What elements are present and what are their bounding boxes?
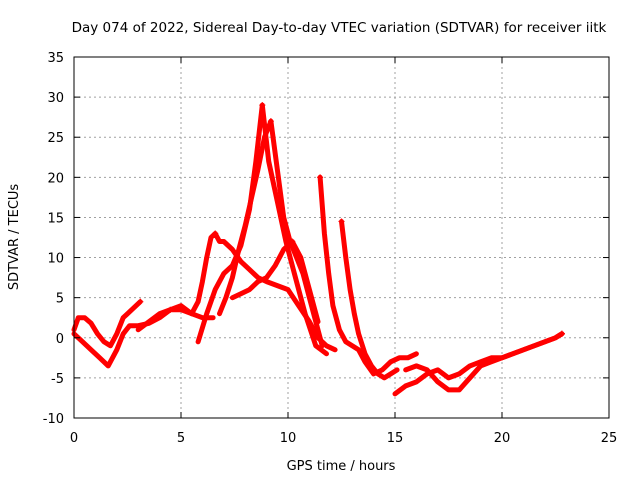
x-tick-label: 15 [387, 431, 404, 446]
x-tick-label: 25 [601, 431, 618, 446]
y-tick-label: -5 [51, 372, 64, 387]
point-marker [338, 218, 345, 225]
point-marker [259, 102, 266, 109]
series-line-trace-3 [135, 231, 338, 353]
y-tick-label: 15 [47, 211, 64, 226]
series-line-trace-7 [317, 174, 419, 377]
series-line-trace-4 [195, 102, 329, 357]
series-layer [71, 102, 565, 397]
series-line-trace-1 [71, 299, 143, 349]
point-marker [289, 238, 296, 245]
point-marker [267, 118, 274, 125]
x-tick-label: 5 [177, 431, 185, 446]
point-marker [212, 230, 219, 237]
series-line-trace-6 [229, 239, 321, 325]
y-tick-label: 5 [56, 292, 64, 307]
x-tick-label: 20 [494, 431, 511, 446]
point-marker [137, 298, 144, 305]
grid [74, 57, 609, 418]
y-tick-label: 20 [47, 171, 64, 186]
point-marker [558, 330, 565, 337]
y-axis-title: SDTVAR / TECUs [7, 184, 22, 291]
series-line-trace-8 [339, 219, 400, 381]
x-axis-title: GPS time / hours [287, 459, 396, 474]
y-tick-label: 25 [47, 131, 64, 146]
x-tick-label: 0 [70, 431, 78, 446]
x-tick-label: 10 [280, 431, 297, 446]
y-tick-label: 0 [56, 332, 64, 347]
plot-frame [73, 56, 610, 419]
point-marker [317, 174, 324, 181]
y-tick-label: -10 [43, 412, 64, 427]
chart-title: Day 074 of 2022, Sidereal Day-to-day VTE… [72, 20, 607, 36]
y-tick-label: 30 [47, 91, 64, 106]
y-tick-label: 35 [47, 51, 64, 66]
series-line-trace-10 [403, 331, 565, 393]
y-tick-label: 10 [47, 252, 64, 267]
ticks: 0 5 10 15 20 25 -10 -5 0 5 10 15 20 25 30 35 [43, 51, 618, 446]
